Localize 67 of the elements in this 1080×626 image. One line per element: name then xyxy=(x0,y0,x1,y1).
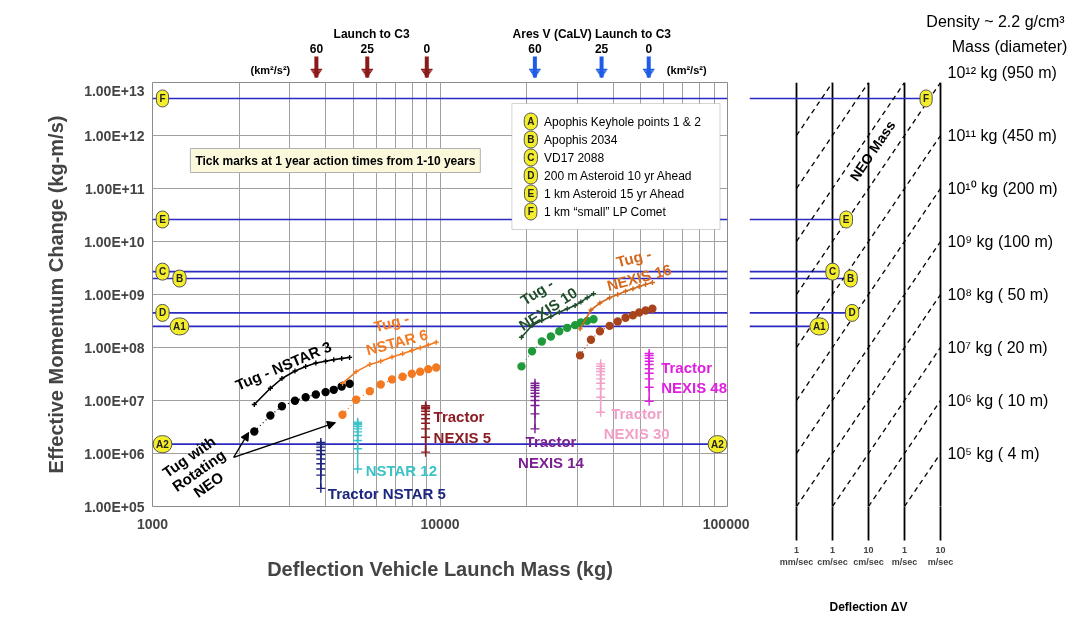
y-tick-label: 1.00E+12 xyxy=(84,127,145,144)
x-tick-label: 1 mm/sec xyxy=(779,544,814,567)
x-tick-label: 1 cm/sec xyxy=(817,544,848,567)
annotation: Tick marks at 1 year action times from 1-10 years xyxy=(195,153,476,168)
ref-line-label: A1 xyxy=(812,320,827,332)
x-axis-title: Deflection ΔV xyxy=(829,599,908,614)
text: (km²/s²) xyxy=(666,63,707,76)
ref-line-label: D xyxy=(158,307,167,319)
ref-line-label: F xyxy=(159,92,166,104)
text: Tug - NEXIS 16 xyxy=(605,244,674,295)
text: 0 xyxy=(423,42,431,56)
annotation: A2 xyxy=(711,438,725,450)
y-tick-label: 1.00E+07 xyxy=(84,392,145,409)
text: 25 xyxy=(360,42,375,56)
series-label: Tractor NEXIS 48 xyxy=(661,358,728,397)
x-axis-title: Deflection Vehicle Launch Mass (kg) xyxy=(267,557,613,580)
ref-line-label: A1 xyxy=(173,320,187,332)
annotation: A Apophis Keyhole points 1 & 2 xyxy=(527,114,702,129)
x-tick-label: 10 m/sec xyxy=(927,544,954,567)
series-label: Tractor NSTAR 5 xyxy=(327,484,446,502)
text: Density ~ 2.2 g/cm³ xyxy=(926,13,1066,30)
text: 25 xyxy=(594,42,609,56)
y-tick-label: 1.00E+13 xyxy=(84,82,145,99)
annotation: F 1 km “small” LP Comet xyxy=(527,204,667,219)
ref-line-label: C xyxy=(828,266,837,278)
series-label: 10¹² kg (950 m) xyxy=(947,64,1057,81)
text: Mass (diameter) xyxy=(951,38,1068,55)
text: 0 xyxy=(645,42,653,56)
y-tick-label: 1.00E+10 xyxy=(84,233,145,250)
y-tick-label: 1.00E+05 xyxy=(84,498,145,515)
text: (km²/s²) xyxy=(250,63,291,76)
text: 60 xyxy=(309,42,324,56)
x-tick-label: 10000 xyxy=(420,515,460,532)
text: 60 xyxy=(528,42,542,56)
y-tick-label: 1.00E+11 xyxy=(84,180,145,197)
series-label: 10⁵ kg ( 4 m) xyxy=(947,445,1040,462)
annotation: E 1 km Asteroid 15 yr Ahead xyxy=(527,186,685,201)
x-tick-label: 1000 xyxy=(136,515,169,532)
ref-line-label: F xyxy=(923,92,930,104)
text: Ares V (CaLV) Launch to C3 xyxy=(512,26,672,41)
text: Launch to C3 xyxy=(333,26,410,41)
series-label: 10¹⁰ kg (200 m) xyxy=(947,180,1058,197)
series-label: Tractor NEXIS 5 xyxy=(433,408,492,446)
x-tick-label: 100000 xyxy=(702,515,750,532)
series-label: 10¹¹ kg (450 m) xyxy=(947,127,1057,144)
ref-line-label: D xyxy=(848,307,856,319)
ref-line-label: E xyxy=(842,214,850,226)
text: Tug - NSTAR 6 xyxy=(364,309,430,359)
y-tick-label: 1.00E+06 xyxy=(84,445,145,462)
annotation: C VD17 2088 xyxy=(527,150,605,165)
x-tick-label: 1 m/sec xyxy=(891,544,918,567)
series-label: 10⁸ kg ( 50 m) xyxy=(947,286,1049,303)
series-label: 10⁹ kg (100 m) xyxy=(947,233,1054,250)
series-label: 10⁷ kg ( 20 m) xyxy=(947,339,1048,356)
ref-line-label: B xyxy=(175,273,184,285)
ref-line-label: E xyxy=(159,214,167,226)
y-axis-title: Effective Momentum Change (kg-m/s) xyxy=(45,115,68,474)
series-label: NSTAR 12 xyxy=(365,462,438,480)
y-tick-label: 1.00E+09 xyxy=(84,286,145,303)
ref-line-label: A2 xyxy=(156,438,170,450)
series-label: 10⁶ kg ( 10 m) xyxy=(947,392,1049,409)
ref-line-label: C xyxy=(158,266,167,278)
annotation: B Apophis 2034 xyxy=(527,132,618,147)
x-tick-label: 10 cm/sec xyxy=(853,544,884,567)
annotation: D 200 m Asteroid 10 yr Ahead xyxy=(527,168,692,183)
ref-line-label: B xyxy=(847,273,855,285)
y-tick-label: 1.00E+08 xyxy=(84,339,145,356)
